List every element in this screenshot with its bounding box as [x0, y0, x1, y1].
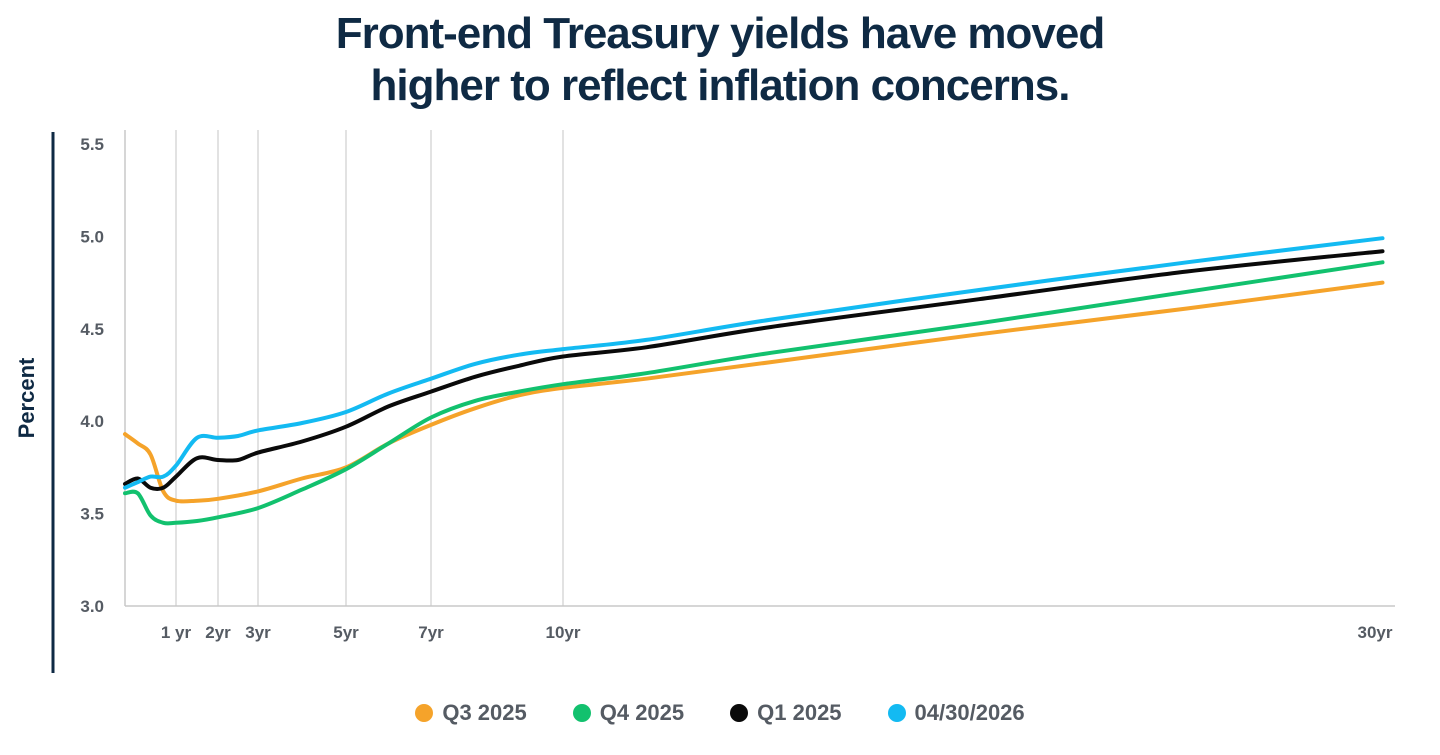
legend: Q3 2025 Q4 2025 Q1 2025 04/30/2026	[0, 700, 1440, 726]
y-axis-ticks: 3.0 3.5 4.0 4.5 5.0 5.5	[80, 135, 104, 616]
x-tick-label: 10yr	[546, 623, 581, 642]
y-tick-label: 3.0	[80, 597, 104, 616]
chart-title-line-1: Front-end Treasury yields have moved	[335, 9, 1105, 58]
legend-item-q4-2025: Q4 2025	[572, 700, 685, 726]
legend-label-04-30-2026: 04/30/2026	[914, 700, 1025, 725]
y-tick-label: 5.0	[80, 227, 104, 246]
series-line-q4-2025	[123, 260, 1385, 526]
x-tick-label: 1 yr	[161, 623, 192, 642]
legend-swatch-04-30-2026	[887, 704, 906, 722]
series-line-q3-2025	[123, 280, 1385, 504]
chart-title-line-2: higher to reflect inflation concerns.	[370, 61, 1071, 110]
x-tick-label: 5yr	[333, 623, 359, 642]
legend-label-q1-2025: Q1 2025	[757, 700, 842, 725]
x-tick-label: 2yr	[205, 623, 231, 642]
x-tick-label: 7yr	[418, 623, 444, 642]
grid-lines	[175, 130, 564, 606]
yield-curve-chart: Percent 3.0 3.5 4.0 4.5 5.0 5.5 1 yr 2yr 3yr 5yr…	[14, 130, 1395, 673]
legend-label-q4-2025: Q4 2025	[599, 700, 685, 725]
legend-item-q1-2025: Q1 2025	[730, 700, 842, 726]
series-lines	[123, 236, 1385, 526]
legend-swatch-q3-2025	[415, 704, 434, 722]
y-axis-label: Percent	[14, 357, 39, 438]
y-tick-label: 5.5	[80, 135, 104, 154]
legend-swatch-q4-2025	[572, 704, 591, 722]
series-line-04-30-2026	[123, 236, 1385, 490]
legend-item-q3-2025: Q3 2025	[415, 700, 527, 726]
x-axis-ticks: 1 yr 2yr 3yr 5yr 7yr 10yr 30yr	[161, 623, 1393, 642]
x-tick-label: 3yr	[245, 623, 271, 642]
legend-item-04-30-2026: 04/30/2026	[887, 700, 1025, 726]
x-tick-label: 30yr	[1358, 623, 1393, 642]
legend-swatch-q1-2025	[730, 704, 749, 722]
y-tick-label: 4.0	[80, 412, 104, 431]
y-tick-label: 4.5	[80, 320, 104, 339]
series-line-q1-2025	[123, 249, 1385, 492]
legend-label-q3-2025: Q3 2025	[442, 700, 527, 725]
chart-title: Front-end Treasury yields have moved hig…	[0, 8, 1440, 112]
y-tick-label: 3.5	[80, 505, 104, 524]
